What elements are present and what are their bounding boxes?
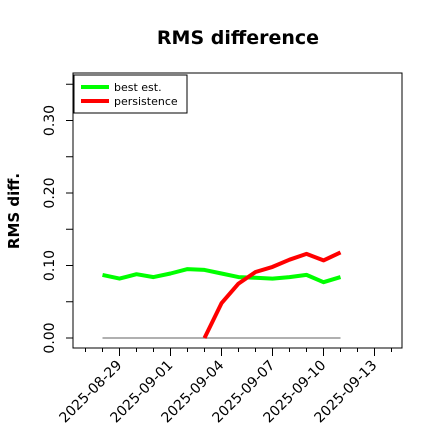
legend-label: best est. xyxy=(114,81,162,94)
series-layer xyxy=(102,250,342,339)
legend-box xyxy=(73,74,188,114)
y-axis: 0.00 0.10 0.20 0.30 xyxy=(42,83,73,354)
x-axis: 2025-08-292025-09-012025-09-042025-09-07… xyxy=(56,348,392,426)
legend: best est.persistence xyxy=(73,74,188,114)
legend-label: persistence xyxy=(114,95,178,108)
y-tick-label: 0.10 xyxy=(42,250,58,281)
y-tick-label: 0.00 xyxy=(42,322,58,353)
y-tick-label: 0.20 xyxy=(42,177,58,208)
series-line-persistence xyxy=(202,250,342,339)
series-line-best-est xyxy=(102,267,342,285)
y-tick-label: 0.30 xyxy=(42,105,58,136)
plot-frame xyxy=(72,72,403,349)
chart-title: RMS difference xyxy=(157,27,319,49)
y-axis-label: RMS diff. xyxy=(5,173,23,249)
